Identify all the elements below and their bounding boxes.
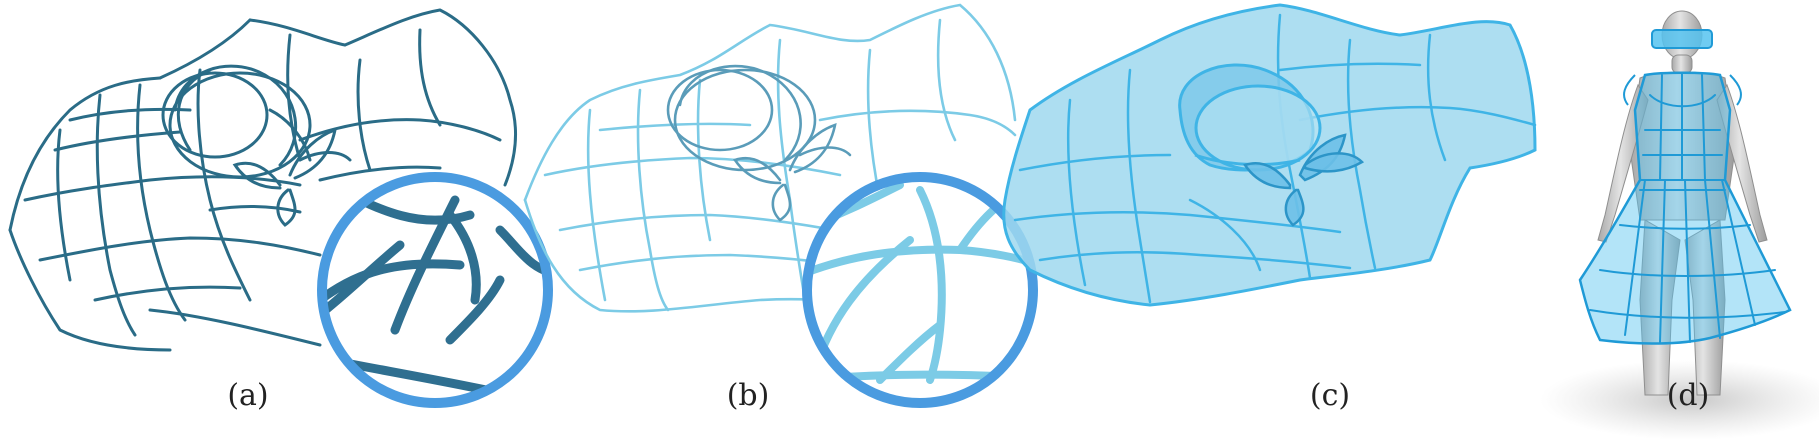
floor-shadow [1540, 360, 1819, 440]
panel-c-surface [1002, 3, 1537, 307]
panel-a-curve-network [8, 8, 517, 352]
panel-b-hat-detail [666, 64, 852, 222]
panel-d-mannequin-garment [1540, 10, 1819, 440]
panel-b-curve-network [523, 3, 1017, 313]
caption-a: (a) [227, 378, 268, 413]
caption-b: (b) [727, 378, 770, 413]
caption-c: (c) [1310, 378, 1350, 413]
caption-d: (d) [1667, 378, 1710, 413]
zoom-inset-a [317, 172, 553, 408]
